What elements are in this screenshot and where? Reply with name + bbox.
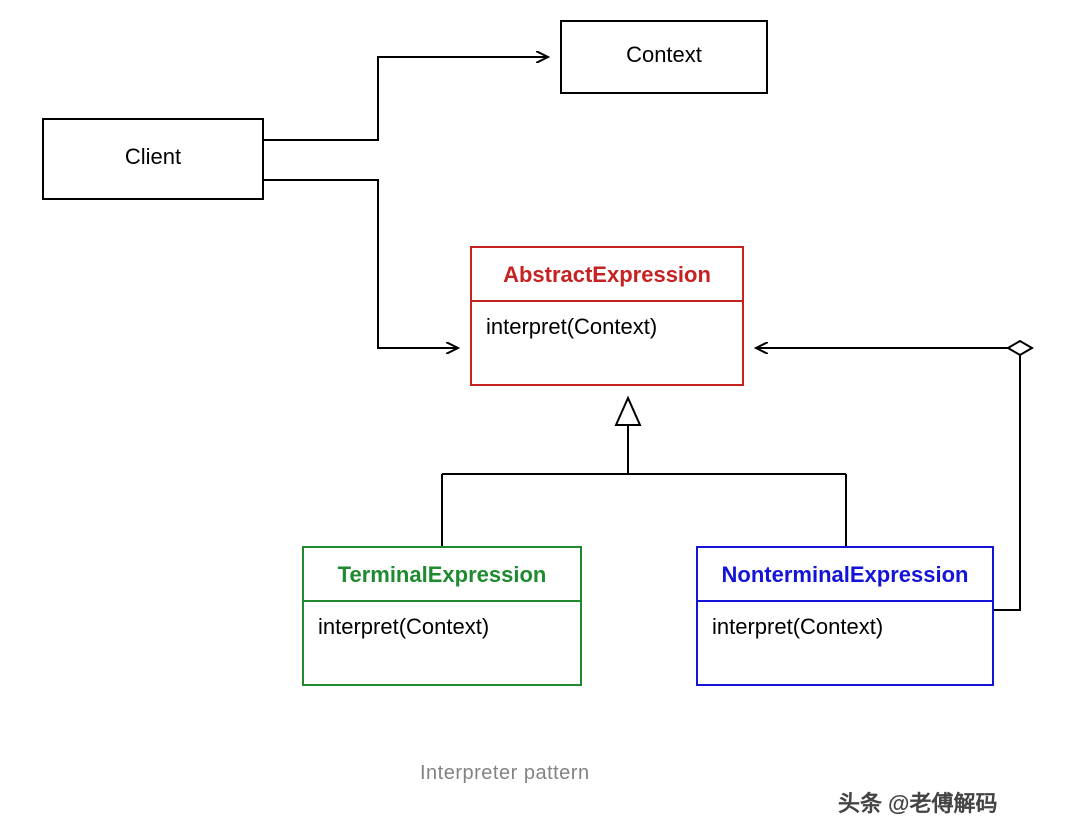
node-client-label: Client bbox=[44, 120, 262, 182]
node-abstract-method: interpret(Context) bbox=[472, 302, 742, 360]
node-abstract-expression: AbstractExpression interpret(Context) bbox=[470, 246, 744, 386]
node-terminal-title: TerminalExpression bbox=[304, 548, 580, 600]
node-terminal-method: interpret(Context) bbox=[304, 602, 580, 660]
edge-client-to-abstract bbox=[264, 180, 458, 348]
node-client: Client bbox=[42, 118, 264, 200]
watermark-text: @老傅解码 bbox=[888, 786, 997, 818]
node-abstract-title: AbstractExpression bbox=[472, 248, 742, 300]
aggregation-diamond-icon bbox=[1008, 341, 1032, 355]
edge-client-to-context bbox=[264, 57, 548, 140]
edge-nonterminal-aggregation-path bbox=[994, 348, 1020, 610]
node-context: Context bbox=[560, 20, 768, 94]
node-nonterminal-method: interpret(Context) bbox=[698, 602, 992, 660]
diagram-caption: Interpreter pattern bbox=[420, 762, 590, 785]
node-nonterminal-title: NonterminalExpression bbox=[698, 548, 992, 600]
watermark-prefix: 头条 bbox=[838, 786, 882, 818]
generalization-triangle-icon bbox=[616, 398, 640, 425]
node-terminal-expression: TerminalExpression interpret(Context) bbox=[302, 546, 582, 686]
node-nonterminal-expression: NonterminalExpression interpret(Context) bbox=[696, 546, 994, 686]
node-context-label: Context bbox=[562, 22, 766, 80]
watermark: 头条 @老傅解码 bbox=[838, 786, 997, 818]
